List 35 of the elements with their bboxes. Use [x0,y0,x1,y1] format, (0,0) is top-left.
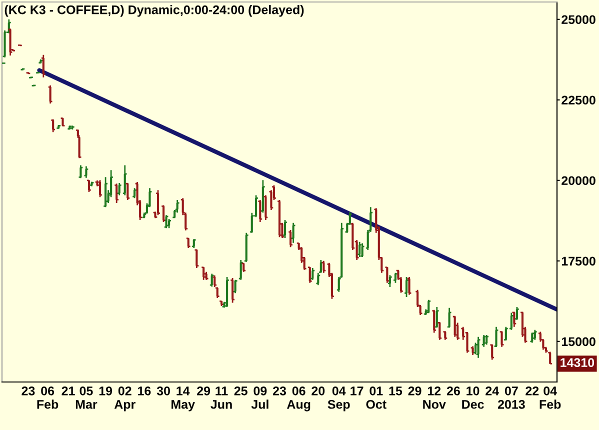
x-tick-label: 12 Nov [423,386,446,409]
x-tick-label: 14 May [172,386,195,412]
x-tick-label: 22 [526,386,539,396]
x-tick-label: 23 [272,386,286,396]
x-tick-label: 23 [22,386,35,396]
x-tick-label: 04 Sep [328,386,350,412]
y-tick-label: 20000 [562,176,596,186]
x-tick-label: 25 [234,386,248,396]
x-tick-label: 29 [408,386,422,396]
x-tick-label: 04 Feb [540,386,561,409]
x-tick-label: 17 [350,386,364,396]
y-tick-label: 15000 [562,337,596,346]
x-tick-label: 09 Jul [251,386,268,409]
annotation: 14310 [560,358,594,368]
x-tick-label: 05 Mar [76,386,98,409]
y-tick-label: 17500 [562,256,596,266]
x-tick-label: 19 [99,386,112,396]
x-tick-label: 21 [62,386,75,396]
chart-title: (KC K3 - COFFEE,D) Dynamic,0:00-24:00 (Delayed) [4,5,304,17]
x-tick-label: 26 [446,386,460,396]
x-tick-label: 10 Dec [462,386,484,409]
x-tick-label: 20 [312,386,325,396]
x-tick-label: 29 [197,386,210,396]
x-tick-label: 11 Jun [210,386,232,409]
x-tick-label: 30 [156,386,170,396]
x-tick-label: 06 Feb [37,386,58,409]
y-tick-label: 22500 [562,96,596,105]
x-tick-label: 16 [138,386,151,396]
x-tick-label: 01 Oct [366,386,386,409]
x-tick-label: 15 [389,386,402,396]
x-tick-label: 24 [486,386,499,396]
x-tick-label: 07 2013 [498,386,525,409]
y-tick-label: 25000 [562,15,596,24]
x-tick-label: 02 Apr [114,386,136,412]
x-tick-label: 06 Aug [286,386,310,412]
